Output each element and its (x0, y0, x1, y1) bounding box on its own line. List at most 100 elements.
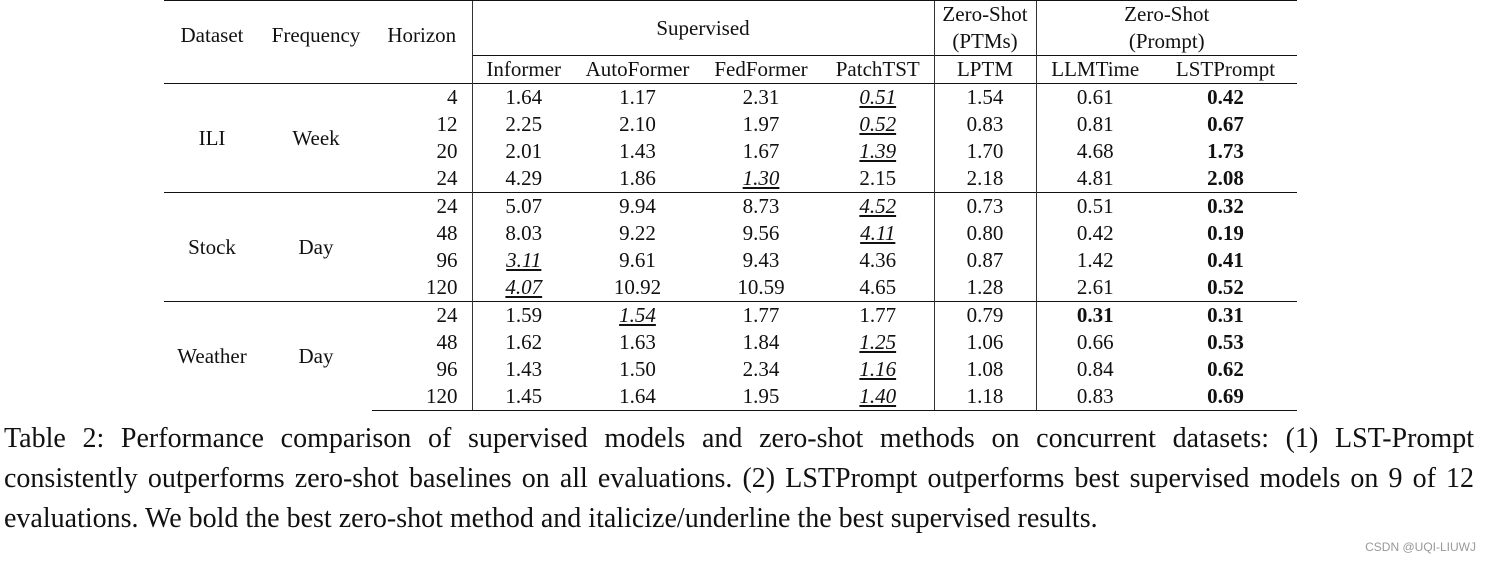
value-text: 1.18 (966, 384, 1004, 408)
table-row: 12 2.25 2.10 1.97 0.52 0.83 0.81 0.67 (164, 111, 1297, 138)
value-cell-patchtst: 1.40 (822, 383, 934, 411)
value-text: 2.31 (742, 85, 780, 109)
value-text: 2.18 (966, 166, 1004, 190)
value-cell-fedformer: 10.59 (700, 274, 822, 302)
value-cell-fedformer: 1.67 (700, 138, 822, 165)
value-text: 0.79 (966, 303, 1004, 327)
value-cell-lstprompt: 0.52 (1154, 274, 1297, 302)
value-cell-patchtst: 0.52 (822, 111, 934, 138)
value-cell-informer: 4.07 (471, 274, 575, 302)
header-spacer (372, 56, 472, 84)
value-cell-lstprompt: 0.19 (1154, 220, 1297, 247)
value-cell-lstprompt: 0.31 (1154, 301, 1297, 329)
value-text: 9.43 (742, 248, 780, 272)
value-cell-lptm: 1.08 (933, 356, 1036, 383)
value-cell-autoformer: 10.92 (575, 274, 700, 302)
value-cell-patchtst: 4.11 (822, 220, 934, 247)
value-cell-lstprompt: 0.53 (1154, 329, 1297, 356)
value-cell-informer: 4.29 (471, 165, 575, 193)
value-text: 0.67 (1207, 112, 1244, 136)
value-text: 2.01 (505, 139, 543, 163)
value-text: 0.80 (966, 221, 1004, 245)
value-text: 0.87 (966, 248, 1004, 272)
value-text: 0.66 (1076, 330, 1114, 354)
value-cell-autoformer: 2.10 (575, 111, 700, 138)
table-row: 24 4.29 1.86 1.30 2.15 2.18 4.81 2.08 (164, 165, 1297, 193)
value-text: 1.45 (505, 384, 543, 408)
value-text: 0.51 (859, 85, 897, 109)
value-text: 2.15 (859, 166, 897, 190)
value-cell-lptm: 2.18 (933, 165, 1036, 193)
value-cell-informer: 2.01 (471, 138, 575, 165)
value-cell-lstprompt: 0.41 (1154, 247, 1297, 274)
value-cell-llmtime: 0.31 (1035, 301, 1154, 329)
value-text: 1.28 (966, 275, 1004, 299)
header-model-lptm: LPTM (933, 55, 1036, 84)
value-cell-patchtst: 1.39 (822, 138, 934, 165)
value-cell-fedformer: 2.31 (700, 83, 822, 111)
value-cell-llmtime: 0.66 (1035, 329, 1154, 356)
value-text: 9.56 (742, 221, 780, 245)
value-text: 0.32 (1207, 194, 1244, 218)
value-cell-lptm: 0.79 (933, 301, 1036, 329)
value-cell-lstprompt: 0.69 (1154, 383, 1297, 411)
value-cell-llmtime: 0.61 (1035, 83, 1154, 111)
value-text: 1.25 (859, 330, 897, 354)
value-cell-fedformer: 9.56 (700, 220, 822, 247)
value-cell-fedformer: 1.95 (700, 383, 822, 411)
value-cell-lptm: 0.83 (933, 111, 1036, 138)
horizon-cell: 96 (436, 357, 458, 381)
table-row: 48 1.62 1.63 1.84 1.25 1.06 0.66 0.53 (164, 329, 1297, 356)
value-text: 10.92 (613, 275, 662, 299)
value-text: 1.70 (966, 139, 1004, 163)
horizon-cell: 48 (436, 221, 458, 245)
value-text: 9.22 (619, 221, 656, 245)
value-text: 4.29 (505, 166, 543, 190)
value-text: 1.40 (859, 384, 897, 408)
header-model-llmtime: LLMTime (1035, 55, 1154, 84)
value-text: 0.52 (1207, 275, 1244, 299)
value-cell-patchtst: 1.16 (822, 356, 934, 383)
frequency-cell: Week (260, 83, 372, 193)
value-text: 1.54 (966, 85, 1004, 109)
horizon-cell: 24 (372, 301, 472, 329)
value-text: 1.06 (966, 330, 1004, 354)
table-row: 20 2.01 1.43 1.67 1.39 1.70 4.68 1.73 (164, 138, 1297, 165)
value-cell-autoformer: 9.61 (575, 247, 700, 274)
value-cell-informer: 3.11 (471, 247, 575, 274)
header-zeroshot-prompt-1: Zero-Shot (1035, 0, 1297, 28)
value-text: 1.39 (859, 139, 897, 163)
table-row: 96 3.11 9.61 9.43 4.36 0.87 1.42 0.41 (164, 247, 1297, 274)
value-text: 1.73 (1207, 139, 1244, 163)
value-text: 1.08 (966, 357, 1004, 381)
value-text: 1.17 (619, 85, 656, 109)
value-text: 1.77 (859, 303, 897, 327)
value-cell-autoformer: 9.22 (575, 220, 700, 247)
table-row: Weather Day 24 1.59 1.54 1.77 1.77 0.79 0.31 0.31 (164, 301, 1297, 411)
table-row: 48 8.03 9.22 9.56 4.11 0.80 0.42 0.19 (164, 220, 1297, 247)
value-text: 0.83 (966, 112, 1004, 136)
value-text: 0.69 (1207, 384, 1244, 408)
header-spacer (164, 56, 260, 84)
value-cell-patchtst: 4.65 (822, 274, 934, 302)
value-cell-fedformer: 1.30 (700, 165, 822, 193)
value-text: 8.73 (742, 194, 780, 218)
value-cell-lstprompt: 2.08 (1154, 165, 1297, 193)
dataset-cell: Weather (164, 301, 260, 411)
horizon-cell: 120 (426, 275, 458, 299)
value-cell-llmtime: 0.83 (1035, 383, 1154, 411)
value-text: 0.51 (1076, 194, 1114, 218)
horizon-cell: 20 (436, 139, 458, 163)
value-text: 1.30 (742, 166, 780, 190)
value-text: 1.42 (1076, 248, 1114, 272)
value-text: 1.54 (619, 303, 656, 327)
value-text: 9.61 (619, 248, 656, 272)
header-horizon: Horizon (372, 0, 472, 56)
value-text: 10.59 (737, 275, 785, 299)
value-cell-lptm: 1.18 (933, 383, 1036, 411)
value-text: 0.42 (1076, 221, 1114, 245)
value-cell-autoformer: 1.50 (575, 356, 700, 383)
value-cell-informer: 1.62 (471, 329, 575, 356)
table-row: ILI Week 4 1.64 1.17 2.31 0.51 1.54 0.61 0.42 (164, 83, 1297, 193)
table-row: 120 1.45 1.64 1.95 1.40 1.18 0.83 0.69 (164, 383, 1297, 411)
